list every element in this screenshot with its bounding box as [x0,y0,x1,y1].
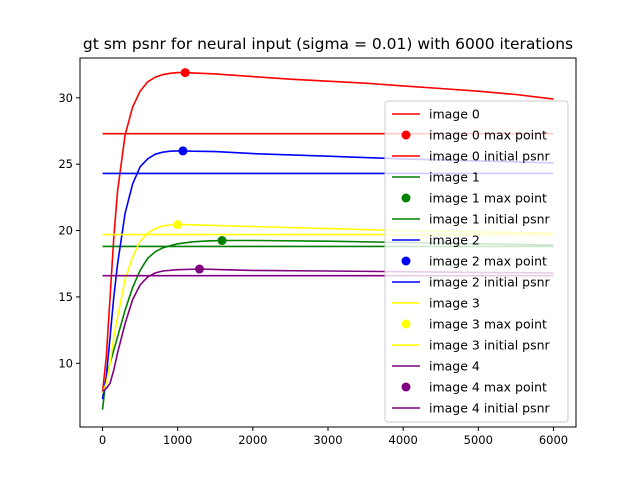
max-point-image-3 [173,220,183,230]
legend-entry-initial-0-label: image 0 initial psnr [429,149,551,164]
series-line-image-3 [101,223,554,393]
series-line-image-0 [101,71,554,393]
legend-entry-image-4-label: image 4 [429,359,480,374]
max-point-image-2 [178,146,188,156]
x-tick-label: 2000 [238,433,267,447]
legend-entry-max-point-0-swatch [401,130,411,140]
legend-entry-max-point-2-label: image 2 max point [429,254,547,269]
chart-title: gt sm psnr for neural input (sigma = 0.0… [83,35,573,53]
legend-entry-max-point-3-label: image 3 max point [429,317,547,332]
series-line-image-1 [101,239,554,410]
axes: 0 1000 2000 3000 4000 5000 6000 10 15 20 25 30 [58,57,577,447]
legend-entry-max-point-2-swatch [401,256,411,266]
y-tick-label: 20 [58,224,73,238]
legend-entry-max-point-4-swatch [401,382,411,392]
legend-entry-image-2-label: image 2 [429,233,480,248]
x-tick-label: 4000 [389,433,418,447]
legend-entry-image-3-label: image 3 [429,296,480,311]
x-tick-label: 6000 [539,433,568,447]
legend: image 0 image 0 max point image 0 initial … [384,100,569,423]
legend-box [384,100,569,423]
x-tick-label: 3000 [313,433,342,447]
y-tick-label: 10 [58,356,73,370]
legend-entry-image-1-label: image 1 [429,170,480,185]
legend-entry-initial-3-label: image 3 initial psnr [429,338,551,353]
x-tick-label: 1000 [163,433,192,447]
legend-entry-image-0-label: image 0 [429,107,480,122]
y-tick-label: 15 [58,290,73,304]
max-point-image-0 [180,68,190,78]
legend-entry-initial-2-label: image 2 initial psnr [429,275,551,290]
legend-entry-max-point-1-label: image 1 max point [429,191,547,206]
legend-entry-initial-4-label: image 4 initial psnr [429,401,551,416]
legend-entry-max-point-0-label: image 0 max point [429,128,547,143]
series-line-image-2 [101,150,554,400]
legend-entry-initial-1-label: image 1 initial psnr [429,212,551,227]
x-tick-label: 0 [99,433,106,447]
max-point-image-1 [217,236,227,246]
legend-entry-max-point-3-swatch [401,319,411,329]
max-point-image-4 [194,264,204,274]
y-tick-label: 30 [58,91,73,105]
legend-entry-max-point-1-swatch [401,193,411,203]
y-tick-label: 25 [58,157,73,171]
series-line-image-4 [102,268,554,392]
x-tick-label: 5000 [464,433,493,447]
legend-entry-max-point-4-label: image 4 max point [429,380,547,395]
